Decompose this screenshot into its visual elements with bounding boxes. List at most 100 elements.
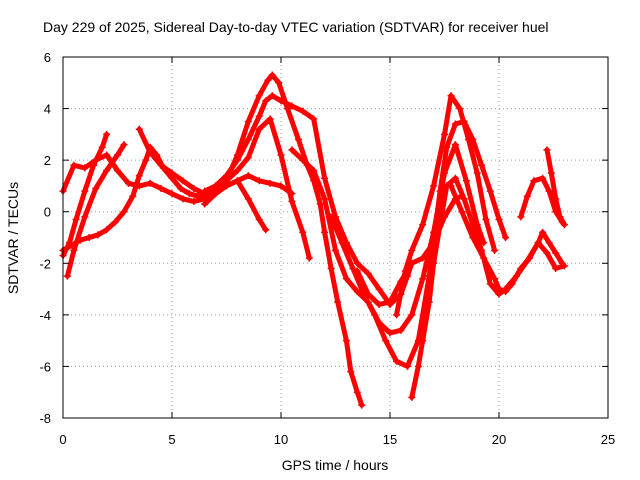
data-point [502, 234, 510, 241]
data-point [447, 92, 455, 100]
data-point [539, 228, 547, 236]
data-point [334, 298, 342, 306]
data-point [441, 130, 448, 138]
data-point [288, 102, 296, 110]
data-point [70, 161, 78, 169]
data-point [530, 177, 538, 185]
data-point [268, 92, 276, 100]
data-point [179, 177, 187, 185]
data-point [460, 195, 468, 203]
y-tick-label: 2 [44, 153, 51, 168]
data-point [81, 187, 89, 195]
data-point [288, 146, 296, 154]
data-point [523, 257, 531, 265]
x-tick-label: 15 [383, 432, 397, 447]
data-point [393, 311, 401, 319]
data-point [486, 187, 494, 195]
data-point [103, 151, 111, 159]
series-layer [59, 71, 568, 409]
data-point [201, 187, 209, 195]
data-point [539, 174, 547, 182]
data-point [443, 143, 451, 151]
data-point [456, 105, 464, 113]
data-point [275, 79, 283, 87]
data-point [68, 241, 76, 249]
data-point [255, 112, 263, 120]
data-point [375, 285, 383, 293]
data-point [92, 156, 100, 164]
data-point [545, 239, 553, 247]
data-point [543, 146, 551, 154]
y-tick-label: -8 [39, 411, 51, 426]
data-point [305, 254, 313, 262]
data-point [277, 97, 285, 105]
data-point [63, 272, 71, 280]
data-point [342, 337, 350, 345]
data-point [288, 197, 296, 205]
data-point [223, 182, 230, 190]
grid [63, 57, 608, 418]
data-point [85, 234, 93, 241]
data-point [547, 169, 555, 177]
data-point [233, 156, 241, 164]
data-point [458, 208, 466, 216]
data-point [264, 76, 272, 84]
x-tick-label: 10 [274, 432, 288, 447]
data-point [190, 185, 198, 193]
data-point [310, 115, 318, 123]
data-point [244, 195, 252, 203]
data-point [408, 246, 416, 254]
data-point [419, 221, 427, 229]
series-track-7 [202, 178, 269, 233]
y-tick-label: -6 [39, 359, 51, 374]
data-point [266, 115, 274, 123]
data-point [473, 169, 481, 177]
data-point [430, 259, 438, 267]
data-point [469, 221, 477, 229]
data-point [244, 117, 252, 125]
data-point [114, 151, 121, 159]
data-point [552, 195, 560, 203]
data-point [299, 156, 307, 164]
data-point [523, 192, 531, 200]
data-point [353, 267, 361, 275]
y-tick-label: 6 [44, 50, 51, 65]
data-point [414, 362, 422, 370]
data-point [401, 267, 409, 275]
data-point [321, 174, 329, 182]
data-point [462, 177, 470, 185]
y-tick-label: -4 [39, 308, 51, 323]
data-point [447, 182, 455, 190]
data-point [212, 182, 220, 190]
data-point [76, 236, 84, 244]
data-point [321, 195, 329, 203]
data-point [327, 264, 335, 272]
data-point [135, 182, 143, 190]
data-point [478, 161, 486, 169]
data-point [190, 197, 198, 205]
data-point [464, 136, 472, 144]
data-point [321, 228, 329, 236]
x-tick-label: 0 [59, 432, 66, 447]
data-point [98, 143, 106, 151]
data-point [502, 285, 510, 293]
data-point [408, 311, 416, 319]
data-point [451, 120, 459, 128]
data-point [262, 226, 270, 234]
data-point [81, 164, 89, 172]
data-point [517, 213, 525, 221]
data-point [244, 154, 252, 162]
plot-frame [62, 56, 609, 419]
data-point [353, 388, 361, 396]
data-point [495, 285, 503, 293]
data-point [419, 275, 427, 283]
series-track-11 [394, 93, 498, 318]
ticks: 0 5 10 15 20 25 -8 -6 -4 -2 0 2 4 6 [39, 50, 615, 447]
data-point [353, 259, 361, 267]
data-point [543, 249, 551, 257]
data-point [168, 190, 176, 198]
data-point [419, 337, 427, 345]
data-point [212, 190, 220, 198]
data-point [94, 231, 102, 239]
